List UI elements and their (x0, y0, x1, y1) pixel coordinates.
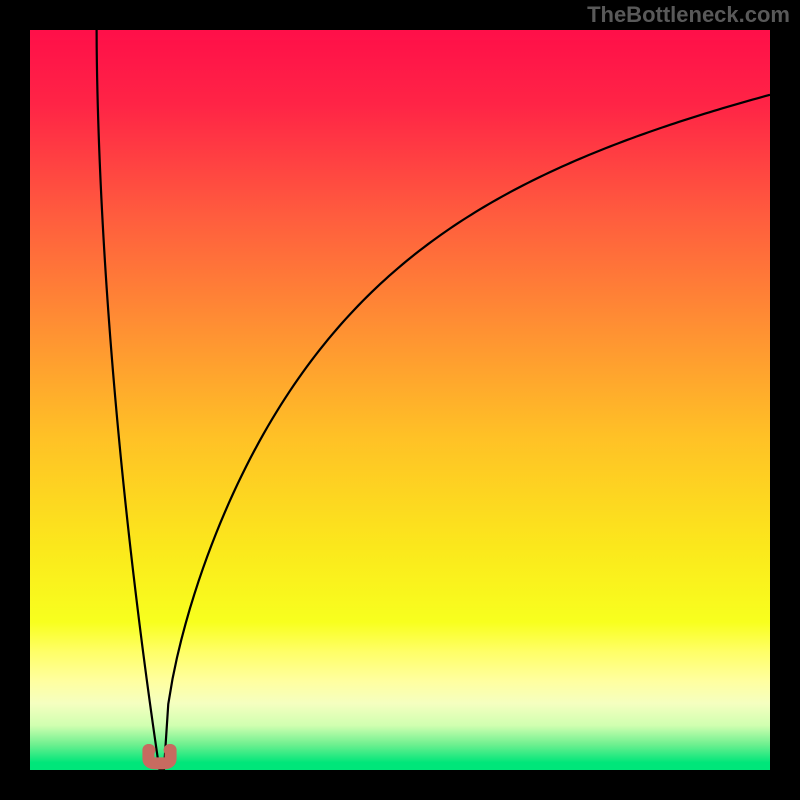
chart-background (30, 30, 770, 770)
chart-container: TheBottleneck.com (0, 0, 800, 800)
watermark-text: TheBottleneck.com (587, 2, 790, 28)
bottleneck-chart (0, 0, 800, 800)
